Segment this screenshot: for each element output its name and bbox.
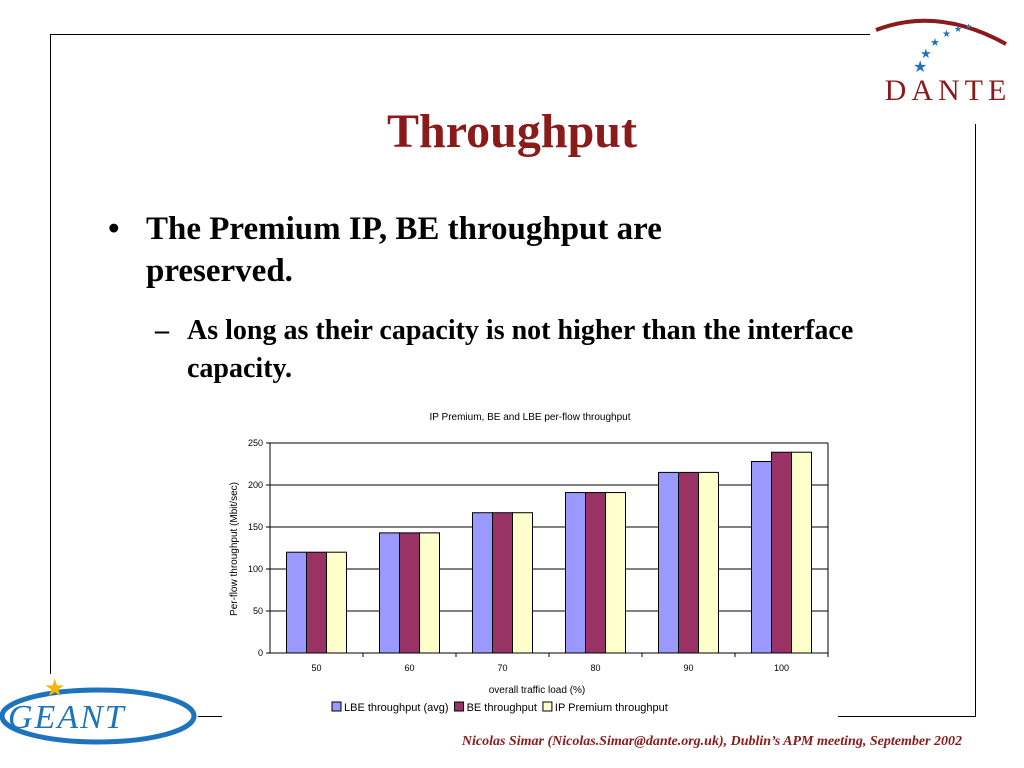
bar-ip-premium-throughput [326,551,347,654]
sub-bullet-text: As long as their capacity is not higher … [187,315,854,384]
geant-logo: ★ GEANT [0,674,197,745]
x-tick-label: 80 [590,663,600,673]
bar-ip-premium-throughput [605,492,626,654]
bar-lbe-throughput-avg [658,471,679,654]
plot-area: 0 50 100 150 200 250 50 60 70 80 90 100 [248,438,829,673]
frame-bottom-line [198,716,222,717]
bar-be-throughput [492,512,513,654]
logo-stars: ★ ★ ★ ★ ★ ★ [913,22,972,76]
x-tick-label: 50 [311,663,321,673]
geant-logo-text: GEANT [8,699,126,736]
legend-swatch [542,701,553,712]
legend-swatch [331,701,342,712]
dante-logo-text: DANTE [885,74,1012,106]
bar-be-throughput [399,532,420,654]
y-tick-label: 150 [248,522,263,532]
dante-logo: ★ ★ ★ ★ ★ ★ DANTE [875,18,1012,106]
y-tick-label: 200 [248,480,263,490]
svg-text:★: ★ [954,25,962,35]
chart-legend: LBE throughput (avg) BE throughput IP Prem… [331,701,668,714]
y-tick-label: 50 [253,606,263,616]
y-tick-label: 250 [248,438,263,448]
slide-footer: Nicolas Simar (Nicolas.Simar@dante.org.u… [461,734,962,749]
chart-title: IP Premium, BE and LBE per-flow throughp… [429,412,630,423]
bullet-mark: • [108,211,120,247]
bar-be-throughput [306,551,327,654]
sub-bullet-mark: – [155,315,169,346]
frame-right-line [975,124,976,716]
svg-text:★: ★ [965,22,972,31]
x-tick-label: 100 [774,663,789,673]
bar-chart: IP Premium, BE and LBE per-flow throughp… [229,412,829,714]
bullet-text: The Premium IP, BE throughput are preser… [146,211,662,289]
bar-lbe-throughput-avg [751,460,772,654]
bar-ip-premium-throughput [698,471,719,654]
bar-lbe-throughput-avg [472,512,493,654]
logo-star: ★ [44,674,66,702]
x-tick-label: 60 [404,663,414,673]
x-tick-label: 70 [497,663,507,673]
bar-be-throughput [771,451,792,654]
frame-left-line [50,34,51,674]
x-tick-label: 90 [683,663,693,673]
bar-lbe-throughput-avg [286,551,307,654]
logo-arc [875,18,1007,46]
legend-label: LBE throughput (avg) [344,702,449,714]
legend-label: IP Premium throughput [555,702,668,714]
logo-swoosh [0,687,197,745]
frame-top-line [50,34,870,35]
legend-label: BE throughput [467,702,537,714]
x-axis-label: overall traffic load (%) [489,685,586,696]
bar-ip-premium-throughput [791,451,812,654]
slide-title: Throughput [387,105,637,158]
y-tick-label: 0 [258,648,263,658]
svg-text:★: ★ [920,47,932,62]
svg-text:★: ★ [930,36,940,49]
y-axis-label: Per-flow throughput (Mbit/sec) [229,482,240,616]
bar-lbe-throughput-avg [379,532,400,654]
bar-lbe-throughput-avg [565,492,586,654]
frame-bottom-line [838,716,976,717]
legend-swatch [454,701,465,712]
svg-text:★: ★ [913,57,927,76]
svg-text:★: ★ [942,29,951,40]
bar-ip-premium-throughput [512,512,533,654]
bar-be-throughput [678,471,699,654]
bar-ip-premium-throughput [419,532,440,654]
bar-be-throughput [585,492,606,654]
y-tick-label: 100 [248,564,263,574]
